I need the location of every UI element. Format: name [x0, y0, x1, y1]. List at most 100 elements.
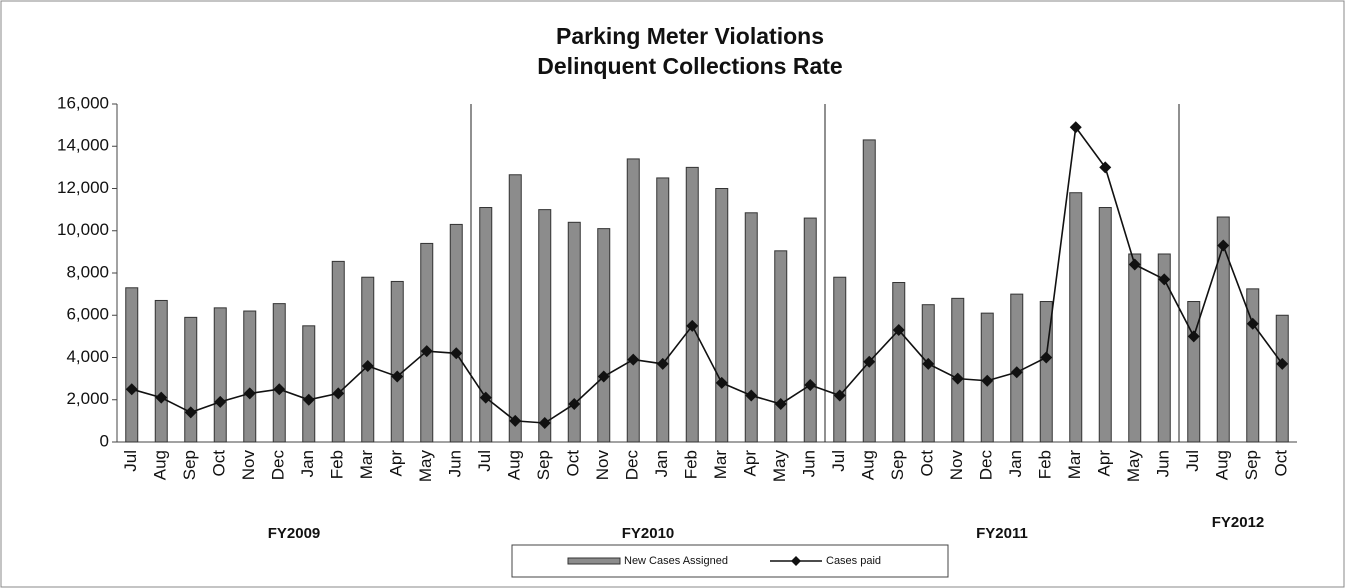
- bar: [361, 276, 375, 443]
- marker: [391, 370, 404, 383]
- marker: [1187, 330, 1200, 343]
- bar: [1069, 192, 1083, 443]
- x-tick-label: Feb: [682, 450, 701, 479]
- x-tick-label: Oct: [210, 450, 229, 477]
- bar: [626, 158, 640, 443]
- bar: [1216, 216, 1230, 443]
- y-tick-label: 2,000: [66, 389, 109, 408]
- bar: [538, 209, 552, 443]
- marker: [863, 355, 876, 368]
- x-tick-label: Jul: [1183, 450, 1202, 472]
- marker: [420, 345, 433, 358]
- group-label: FY2010: [622, 525, 675, 542]
- chart-subtitle: Delinquent Collections Rate: [537, 53, 842, 79]
- bar: [951, 297, 965, 443]
- x-tick-label: Jun: [1154, 450, 1173, 477]
- x-tick-label: Oct: [1272, 450, 1291, 477]
- x-tick-label: Jan: [652, 450, 671, 477]
- x-tick-label: Aug: [859, 450, 878, 480]
- bar: [892, 282, 906, 443]
- x-tick-label: Mar: [711, 450, 730, 480]
- marker: [1128, 258, 1141, 271]
- bar: [803, 217, 817, 443]
- legend-label: Cases paid: [826, 555, 881, 567]
- marker: [1069, 121, 1082, 134]
- x-tick-label: Nov: [239, 450, 258, 481]
- marker: [656, 357, 669, 370]
- group-label: FY2009: [268, 525, 321, 542]
- bar: [125, 287, 139, 443]
- group-label: FY2012: [1212, 514, 1265, 531]
- bar: [715, 188, 729, 443]
- x-tick-label: Sep: [888, 450, 907, 480]
- bar: [774, 250, 788, 443]
- x-tick-label: Jul: [121, 450, 140, 472]
- marker: [509, 414, 522, 427]
- y-tick-label: 0: [100, 431, 109, 450]
- x-tick-label: May: [416, 450, 435, 483]
- x-tick-label: Jul: [829, 450, 848, 472]
- marker: [981, 374, 994, 387]
- x-tick-label: Jun: [800, 450, 819, 477]
- marker: [745, 389, 758, 402]
- bar: [656, 177, 670, 443]
- x-tick-label: Aug: [151, 450, 170, 480]
- marker: [1010, 366, 1023, 379]
- x-tick-label: Feb: [328, 450, 347, 479]
- bar: [420, 242, 434, 443]
- bar: [479, 207, 493, 443]
- marker: [479, 391, 492, 404]
- marker: [214, 395, 227, 408]
- marker: [1246, 317, 1259, 330]
- marker: [686, 319, 699, 332]
- x-tick-label: Nov: [593, 450, 612, 481]
- bar: [154, 299, 168, 443]
- chart-title: Parking Meter Violations: [556, 23, 824, 49]
- bar: [567, 221, 581, 443]
- marker: [1276, 357, 1289, 370]
- legend-marker: [791, 556, 801, 566]
- marker: [1099, 161, 1112, 174]
- y-tick-label: 6,000: [66, 305, 109, 324]
- y-tick-label: 16,000: [57, 93, 109, 112]
- bar: [685, 166, 699, 443]
- marker: [243, 387, 256, 400]
- x-tick-label: Jul: [475, 450, 494, 472]
- y-tick-label: 8,000: [66, 262, 109, 281]
- bar: [449, 223, 463, 443]
- marker: [273, 383, 286, 396]
- bar: [243, 310, 257, 443]
- marker: [892, 324, 905, 337]
- marker: [125, 383, 138, 396]
- x-tick-label: Dec: [977, 450, 996, 481]
- line: [131, 125, 1283, 424]
- bar: [921, 304, 935, 443]
- marker: [332, 387, 345, 400]
- marker: [1158, 273, 1171, 286]
- x-tick-label: Oct: [564, 450, 583, 477]
- bar: [1128, 253, 1142, 443]
- y-tick-label: 14,000: [57, 136, 109, 155]
- x-tick-label: Jan: [1006, 450, 1025, 477]
- bar: [1157, 253, 1171, 443]
- marker: [804, 378, 817, 391]
- x-tick-label: Apr: [741, 450, 760, 477]
- marker: [1040, 351, 1053, 364]
- marker: [184, 406, 197, 419]
- x-tick-label: May: [770, 450, 789, 483]
- marker: [627, 353, 640, 366]
- legend-label: New Cases Assigned: [624, 555, 728, 567]
- x-tick-label: Feb: [1036, 450, 1055, 479]
- bar: [597, 228, 611, 443]
- x-tick-label: Apr: [387, 450, 406, 477]
- bar: [1098, 207, 1112, 443]
- bar: [1275, 314, 1289, 443]
- group-label: FY2011: [976, 525, 1028, 542]
- marker: [922, 357, 935, 370]
- bar: [508, 174, 522, 443]
- marker: [715, 376, 728, 389]
- y-tick-label: 10,000: [57, 220, 109, 239]
- bar: [862, 139, 876, 443]
